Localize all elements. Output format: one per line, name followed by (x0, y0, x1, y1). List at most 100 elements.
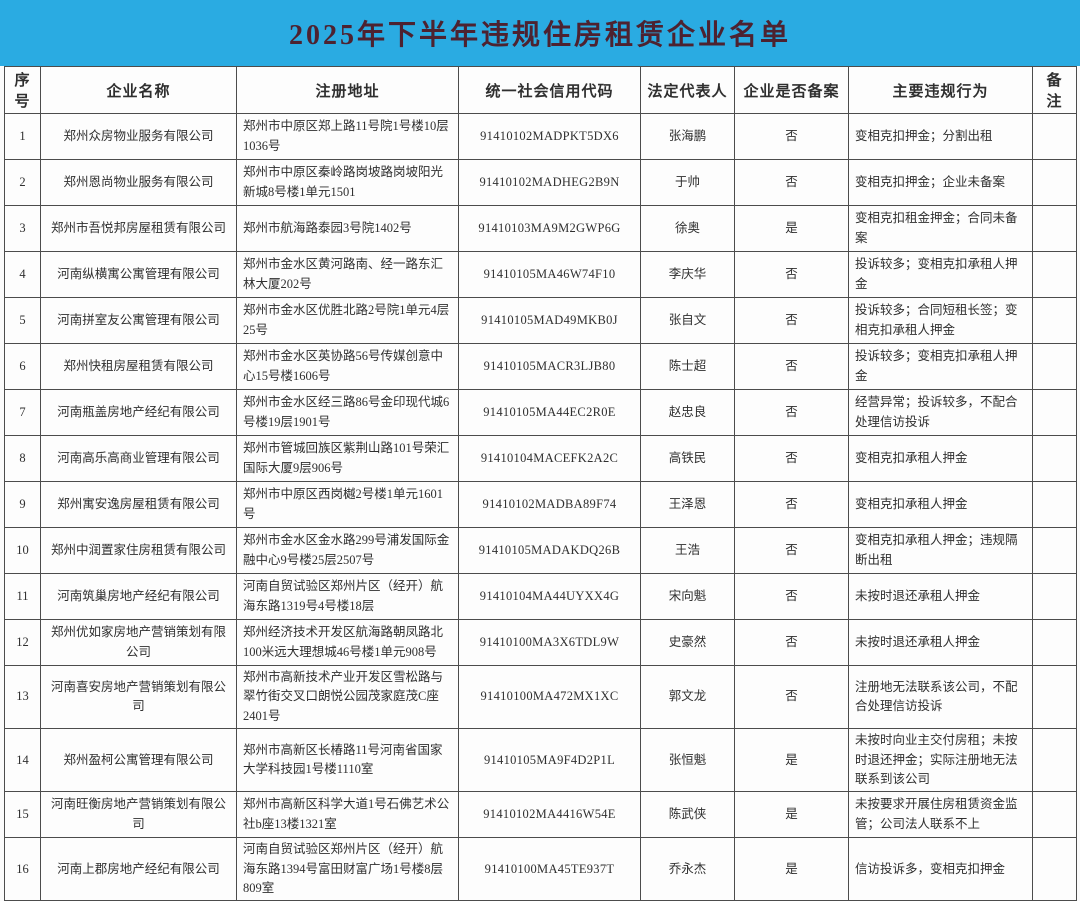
credit-code: 91410105MAD49MKB0J (458, 297, 641, 344)
violations: 未按要求开展住房租赁资金监管；公司法人联系不上 (848, 791, 1033, 839)
header-row: 序号 企业名称 注册地址 统一社会信用代码 法定代表人 企业是否备案 主要违规行… (4, 66, 1077, 114)
legal-representative: 张恒魁 (640, 728, 735, 793)
registered-address: 郑州市金水区优胜北路2号院1单元4层25号 (236, 297, 459, 344)
violations: 未按时退还承租人押金 (848, 573, 1033, 620)
legal-representative: 陈武侠 (640, 791, 735, 839)
registration-status: 否 (734, 619, 849, 666)
row-number: 3 (4, 205, 41, 252)
violations: 变相克扣承租人押金 (848, 481, 1033, 528)
remark (1032, 837, 1077, 901)
page-title: 2025年下半年违规住房租赁企业名单 (288, 20, 791, 51)
table-row: 8 河南高乐高商业管理有限公司 郑州市管城回族区紫荆山路101号荣汇国际大厦9层… (4, 435, 1077, 482)
violations: 变相克扣租金押金；合同未备案 (848, 205, 1033, 252)
table-row: 12 郑州优如家房地产营销策划有限公司 郑州经济技术开发区航海路朝凤路北100米… (4, 619, 1077, 666)
violations: 投诉较多；变相克扣承租人押金 (848, 343, 1033, 390)
registration-status: 否 (734, 389, 849, 436)
company-name: 河南拼室友公寓管理有限公司 (40, 297, 237, 344)
credit-code: 91410100MA472MX1XC (458, 664, 641, 730)
column-header-registered: 企业是否备案 (734, 66, 849, 114)
row-number: 14 (4, 728, 41, 793)
registration-status: 否 (734, 573, 849, 620)
legal-representative: 陈士超 (640, 343, 735, 390)
credit-code: 91410104MA44UYXX4G (458, 573, 641, 620)
row-number: 5 (4, 297, 41, 344)
credit-code: 91410102MADBA89F74 (458, 481, 641, 528)
violations: 变相克扣承租人押金；违规隔断出租 (848, 527, 1033, 574)
table-row: 5 河南拼室友公寓管理有限公司 郑州市金水区优胜北路2号院1单元4层25号 91… (4, 297, 1077, 344)
column-header-code: 统一社会信用代码 (458, 66, 641, 114)
registration-status: 否 (734, 159, 849, 206)
registration-status: 否 (734, 664, 849, 730)
remark (1032, 619, 1077, 666)
table-row: 3 郑州市吾悦邦房屋租赁有限公司 郑州市航海路泰园3号院1402号 914101… (4, 205, 1077, 252)
registered-address: 郑州市金水区英协路56号传媒创意中心15号楼1606号 (236, 343, 459, 390)
violations: 未按时退还承租人押金 (848, 619, 1033, 666)
registration-status: 否 (734, 435, 849, 482)
violations: 变相克扣押金；企业未备案 (848, 159, 1033, 206)
table-row: 7 河南瓶盖房地产经纪有限公司 郑州市金水区经三路86号金印现代城6号楼19层1… (4, 389, 1077, 436)
credit-code: 91410103MA9M2GWP6G (458, 205, 641, 252)
remark (1032, 389, 1077, 436)
registration-status: 否 (734, 251, 849, 298)
registration-status: 否 (734, 527, 849, 574)
credit-code: 91410105MA44EC2R0E (458, 389, 641, 436)
registered-address: 郑州市高新区科学大道1号石佛艺术公社b座13楼1321室 (236, 791, 459, 839)
registration-status: 是 (734, 205, 849, 252)
company-name: 河南筑巢房地产经纪有限公司 (40, 573, 237, 620)
credit-code: 91410102MA4416W54E (458, 791, 641, 839)
registration-status: 否 (734, 297, 849, 344)
company-name: 郑州快租房屋租赁有限公司 (40, 343, 237, 390)
column-header-rep: 法定代表人 (640, 66, 735, 114)
registration-status: 否 (734, 343, 849, 390)
credit-code: 91410102MADHEG2B9N (458, 159, 641, 206)
company-name: 河南喜安房地产营销策划有限公司 (40, 664, 237, 730)
row-number: 2 (4, 159, 41, 206)
company-name: 郑州众房物业服务有限公司 (40, 113, 237, 160)
company-name: 河南上郡房地产经纪有限公司 (40, 837, 237, 901)
remark (1032, 343, 1077, 390)
row-number: 13 (4, 664, 41, 730)
column-header-remark: 备注 (1032, 66, 1077, 114)
company-name: 郑州优如家房地产营销策划有限公司 (40, 619, 237, 666)
company-name: 郑州中润置家住房租赁有限公司 (40, 527, 237, 574)
table-row: 11 河南筑巢房地产经纪有限公司 河南自贸试验区郑州片区（经开）航海东路1319… (4, 573, 1077, 620)
legal-representative: 乔永杰 (640, 837, 735, 901)
violation-table: 序号 企业名称 注册地址 统一社会信用代码 法定代表人 企业是否备案 主要违规行… (4, 66, 1077, 901)
remark (1032, 297, 1077, 344)
company-name: 郑州盈柯公寓管理有限公司 (40, 728, 237, 793)
legal-representative: 宋向魁 (640, 573, 735, 620)
table-row: 4 河南纵横寓公寓管理有限公司 郑州市金水区黄河路南、经一路东汇林大厦202号 … (4, 251, 1077, 298)
violations: 变相克扣承租人押金 (848, 435, 1033, 482)
credit-code: 91410102MADPKT5DX6 (458, 113, 641, 160)
row-number: 1 (4, 113, 41, 160)
violations: 变相克扣押金；分割出租 (848, 113, 1033, 160)
legal-representative: 李庆华 (640, 251, 735, 298)
credit-code: 91410105MA46W74F10 (458, 251, 641, 298)
title-band: 2025年下半年违规住房租赁企业名单 (0, 0, 1080, 66)
registered-address: 河南自贸试验区郑州片区（经开）航海东路1319号4号楼18层 (236, 573, 459, 620)
credit-code: 91410105MA9F4D2P1L (458, 728, 641, 793)
remark (1032, 791, 1077, 839)
registered-address: 郑州市高新技术产业开发区雪松路与翠竹街交叉口朗悦公园茂家庭茂C座2401号 (236, 664, 459, 730)
legal-representative: 赵忠良 (640, 389, 735, 436)
row-number: 9 (4, 481, 41, 528)
registered-address: 郑州市管城回族区紫荆山路101号荣汇国际大厦9层906号 (236, 435, 459, 482)
legal-representative: 王泽恩 (640, 481, 735, 528)
violations: 注册地无法联系该公司，不配合处理信访投诉 (848, 664, 1033, 730)
remark (1032, 728, 1077, 793)
registered-address: 郑州市金水区经三路86号金印现代城6号楼19层1901号 (236, 389, 459, 436)
registration-status: 是 (734, 837, 849, 901)
company-name: 河南纵横寓公寓管理有限公司 (40, 251, 237, 298)
company-name: 郑州寓安逸房屋租赁有限公司 (40, 481, 237, 528)
registered-address: 郑州市航海路泰园3号院1402号 (236, 205, 459, 252)
row-number: 11 (4, 573, 41, 620)
row-number: 12 (4, 619, 41, 666)
company-name: 郑州市吾悦邦房屋租赁有限公司 (40, 205, 237, 252)
legal-representative: 王浩 (640, 527, 735, 574)
row-number: 10 (4, 527, 41, 574)
registered-address: 郑州市金水区金水路299号浦发国际金融中心9号楼25层2507号 (236, 527, 459, 574)
legal-representative: 高铁民 (640, 435, 735, 482)
table-row: 15 河南旺衡房地产营销策划有限公司 郑州市高新区科学大道1号石佛艺术公社b座1… (4, 791, 1077, 839)
remark (1032, 159, 1077, 206)
credit-code: 91410100MA45TE937T (458, 837, 641, 901)
